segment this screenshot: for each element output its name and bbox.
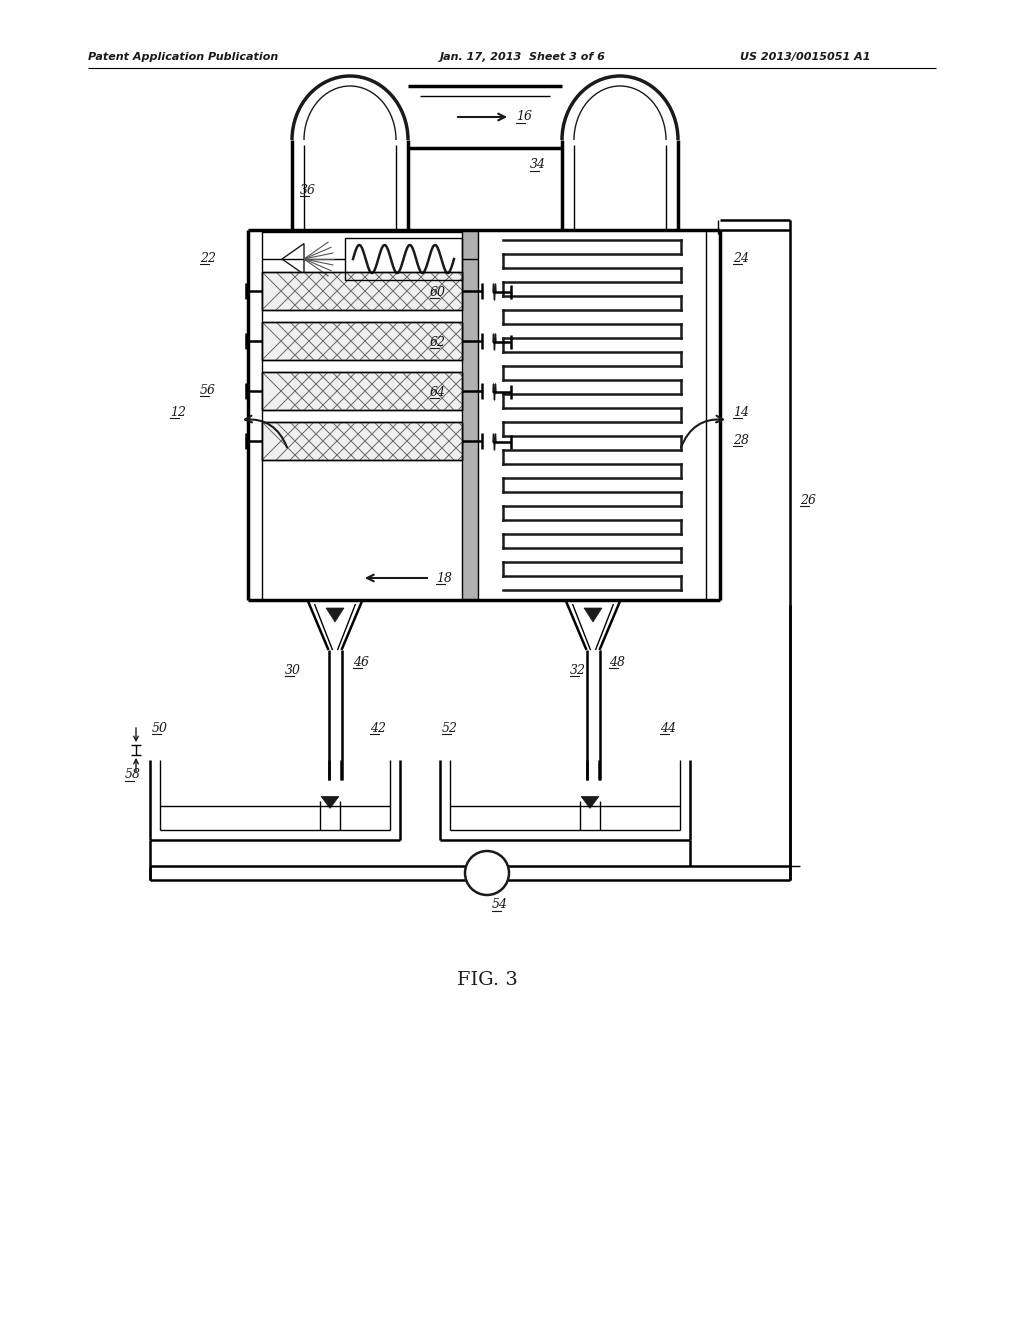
Text: 36: 36	[300, 183, 316, 197]
Text: 18: 18	[436, 572, 452, 585]
Text: Jan. 17, 2013  Sheet 3 of 6: Jan. 17, 2013 Sheet 3 of 6	[440, 51, 606, 62]
Text: 60: 60	[430, 285, 446, 298]
Text: US 2013/0015051 A1: US 2013/0015051 A1	[740, 51, 870, 62]
Text: 14: 14	[733, 405, 749, 418]
Bar	[262, 322, 462, 360]
Text: 48: 48	[609, 656, 625, 668]
Text: 16: 16	[516, 111, 532, 124]
Text: 50: 50	[152, 722, 168, 734]
Text: Patent Application Publication: Patent Application Publication	[88, 51, 279, 62]
Text: 42: 42	[370, 722, 386, 734]
Bar	[262, 422, 462, 459]
Bar	[262, 272, 462, 310]
Polygon shape	[321, 796, 339, 808]
Text: 34: 34	[530, 158, 546, 172]
Text: 54: 54	[492, 899, 508, 912]
Text: 32: 32	[570, 664, 586, 676]
Text: 22: 22	[200, 252, 216, 264]
Text: FIG. 3: FIG. 3	[457, 972, 517, 989]
Bar	[262, 372, 462, 411]
Polygon shape	[326, 609, 344, 622]
Bar	[262, 272, 462, 310]
Text: 44: 44	[660, 722, 676, 734]
Bar	[262, 372, 462, 411]
Text: 62: 62	[430, 335, 446, 348]
Text: 26: 26	[800, 494, 816, 507]
Text: 30: 30	[285, 664, 301, 676]
Text: 46: 46	[353, 656, 369, 668]
Text: 64: 64	[430, 385, 446, 399]
Text: 56: 56	[200, 384, 216, 396]
Text: 24: 24	[733, 252, 749, 264]
Bar	[262, 422, 462, 459]
Text: 28: 28	[733, 433, 749, 446]
Circle shape	[465, 851, 509, 895]
Text: 12: 12	[170, 405, 186, 418]
Bar	[345, 238, 462, 280]
Bar	[262, 322, 462, 360]
Text: 52: 52	[442, 722, 458, 734]
Polygon shape	[584, 609, 602, 622]
Text: 58: 58	[125, 768, 141, 781]
Bar	[462, 230, 478, 601]
Polygon shape	[581, 796, 599, 808]
